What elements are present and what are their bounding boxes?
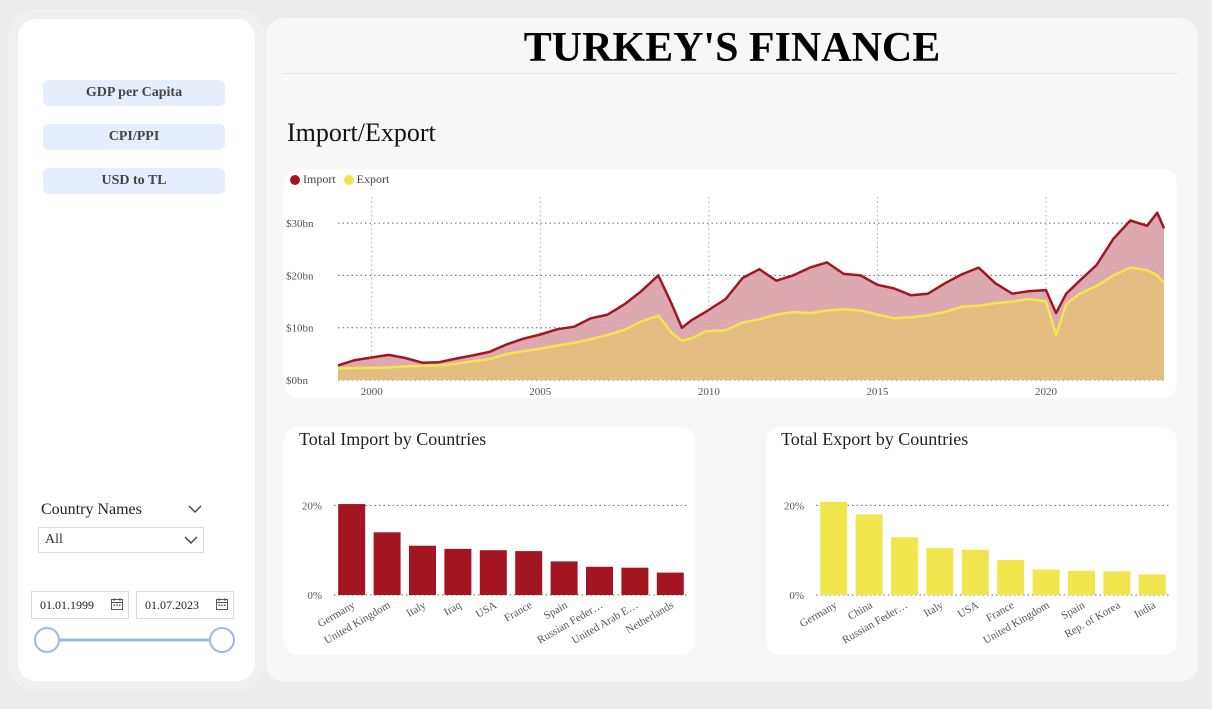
bar[interactable] [1032, 569, 1060, 595]
import-line[interactable] [337, 211, 1166, 367]
export-by-country-card: Total Export by Countries 0% 20% Germany Ch… [766, 427, 1177, 655]
calendar-icon[interactable] [111, 598, 123, 610]
y-tick-label: 0% [307, 590, 322, 602]
bar[interactable] [855, 514, 883, 595]
import-export-area-chart[interactable]: $0bn $10bn $20bn $30bn 2000 2005 2010 2015 2020 [284, 169, 1177, 398]
export-chart-title: Total Export by Countries [781, 429, 969, 449]
sidebar: GDP per Capita CPI/PPI USD to TL Country… [18, 19, 255, 681]
bar[interactable] [926, 547, 954, 595]
x-tick-label: 2020 [1035, 386, 1058, 398]
x-tick-label: USA [956, 599, 981, 620]
legend-marker-import [290, 174, 300, 185]
x-tick-label: Russian Feder… [840, 599, 910, 646]
y-tick-label: 20% [784, 500, 804, 512]
bar[interactable] [961, 549, 989, 595]
end-date-value: 01.07.2023 [145, 598, 199, 612]
end-date-input[interactable]: 01.07.2023 [136, 591, 234, 619]
section-title: Import/Export [287, 118, 436, 147]
calendar-icon[interactable] [216, 598, 228, 610]
legend-item-export[interactable]: Export [343, 172, 390, 187]
x-tick-label: Italy [405, 599, 429, 620]
x-tick-label: USA [474, 599, 499, 620]
legend-label-export: Export [356, 172, 390, 186]
y-tick-label: $0bn [286, 375, 309, 387]
start-date-input[interactable]: 01.01.1999 [31, 591, 129, 619]
bar[interactable] [586, 566, 613, 595]
x-tick-label: 2010 [698, 386, 721, 398]
bar[interactable] [656, 572, 684, 595]
x-tick-label: Italy [922, 599, 946, 620]
main-panel: TURKEY'S FINANCE Import/Export Import Ex… [266, 18, 1198, 682]
bar[interactable] [515, 551, 543, 595]
usd-to-tl-button[interactable]: USD to TL [43, 168, 225, 194]
bar[interactable] [479, 550, 507, 595]
y-tick-label: $30bn [286, 218, 314, 230]
x-tick-label: France [502, 599, 534, 624]
country-slicer-title: Country Names [41, 501, 142, 518]
bar[interactable] [550, 561, 578, 595]
page-title: TURKEY'S FINANCE [523, 25, 941, 71]
start-date-value: 01.01.1999 [40, 598, 94, 612]
legend-marker-export [343, 174, 354, 185]
slider-end-handle[interactable] [209, 627, 235, 653]
country-select[interactable]: All [38, 527, 204, 553]
bar[interactable] [1068, 570, 1095, 595]
y-tick-label: $10bn [286, 323, 314, 335]
export-area [338, 267, 1164, 380]
y-tick-label: $20bn [286, 270, 314, 282]
y-tick-label: 20% [302, 500, 322, 512]
export-line[interactable] [337, 266, 1165, 370]
slider-start-handle[interactable] [34, 627, 60, 653]
x-tick-label: Iraq [442, 599, 464, 618]
import-export-card: Import Export $0bn $10bn $20bn $30bn 2000 200… [284, 169, 1177, 398]
country-select-value: All [45, 532, 63, 547]
import-by-country-card: Total Import by Countries 0% 20% Germany Un… [284, 427, 695, 655]
bar[interactable] [1103, 571, 1131, 595]
bar[interactable] [409, 545, 436, 595]
x-tick-label: 2000 [361, 386, 384, 398]
legend-label-import: Import [303, 172, 336, 186]
bar[interactable] [444, 548, 472, 595]
bar[interactable] [1138, 574, 1166, 595]
bar[interactable] [373, 532, 401, 595]
x-tick-label: 2005 [529, 386, 552, 398]
legend: Import Export [290, 172, 389, 187]
x-tick-label: Germany [798, 599, 840, 630]
bar[interactable] [338, 504, 366, 595]
bar[interactable] [997, 560, 1025, 595]
bar[interactable] [891, 537, 918, 595]
chevron-down-icon [184, 536, 198, 544]
date-range-slider[interactable] [32, 625, 238, 655]
x-tick-label: 2015 [866, 386, 889, 398]
y-tick-label: 0% [789, 590, 804, 602]
gdp-per-capita-button[interactable]: GDP per Capita [43, 80, 225, 106]
bar[interactable] [621, 567, 649, 595]
x-tick-label: India [1132, 599, 1158, 621]
chevron-down-icon[interactable] [188, 505, 202, 514]
bar[interactable] [820, 501, 848, 595]
legend-item-import[interactable]: Import [290, 172, 336, 187]
import-chart-title: Total Import by Countries [299, 429, 487, 449]
title-divider [282, 73, 1178, 74]
cpi-ppi-button[interactable]: CPI/PPI [43, 124, 225, 150]
